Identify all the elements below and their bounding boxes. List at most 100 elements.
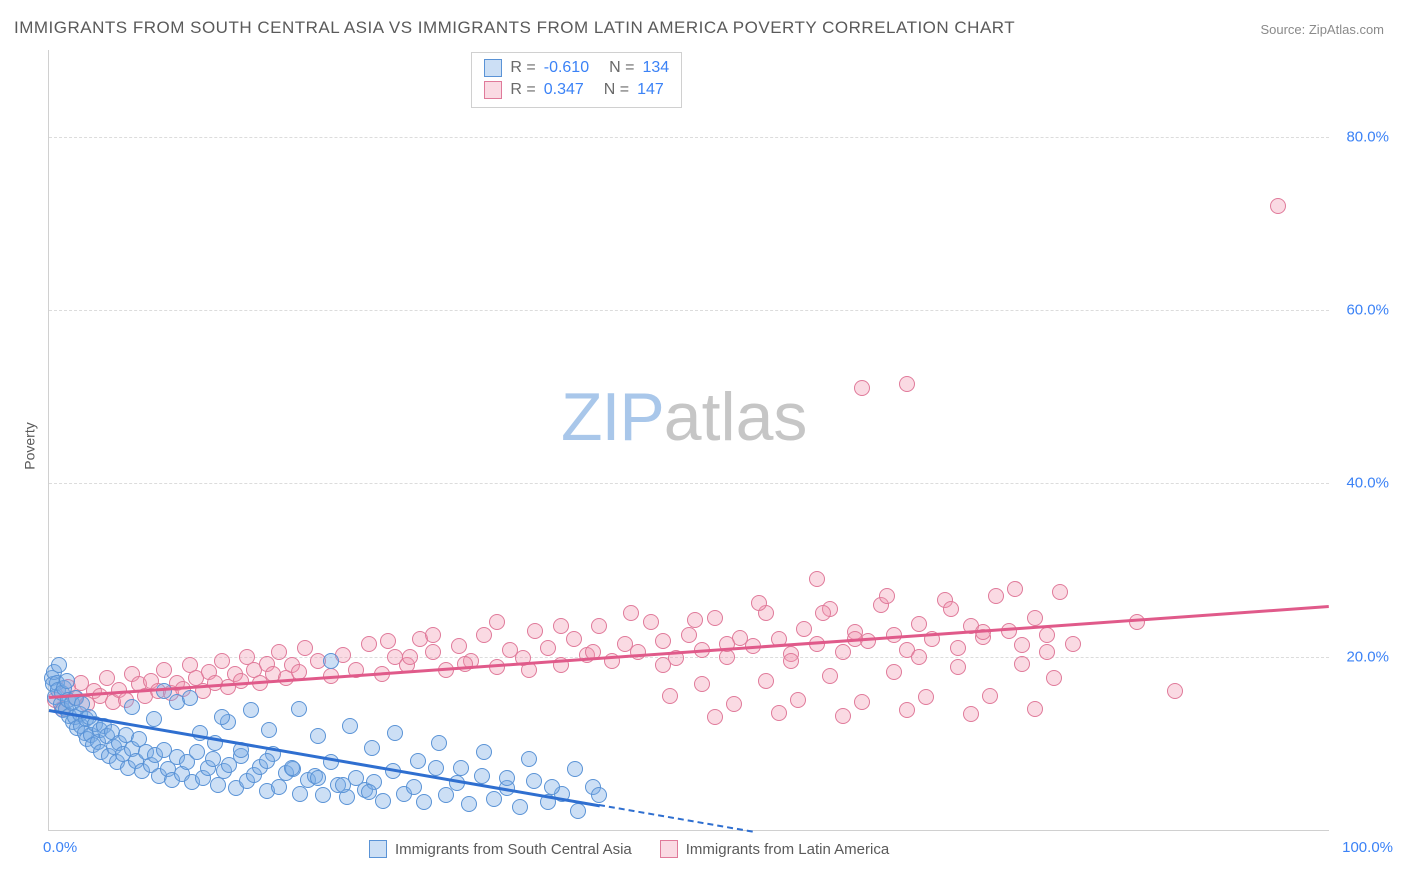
data-point-b — [630, 644, 646, 660]
data-point-b — [854, 380, 870, 396]
data-point-b — [783, 653, 799, 669]
data-point-a — [567, 761, 583, 777]
data-point-b — [911, 649, 927, 665]
data-point-a — [431, 735, 447, 751]
data-point-a — [499, 770, 515, 786]
data-point-a — [146, 711, 162, 727]
data-point-a — [410, 753, 426, 769]
data-point-b — [950, 640, 966, 656]
data-point-a — [428, 760, 444, 776]
data-point-a — [512, 799, 528, 815]
data-point-b — [694, 676, 710, 692]
data-point-a — [210, 777, 226, 793]
data-point-b — [214, 653, 230, 669]
data-point-b — [1027, 610, 1043, 626]
data-point-a — [259, 753, 275, 769]
data-point-a — [59, 673, 75, 689]
source-label: Source: ZipAtlas.com — [1260, 22, 1384, 37]
data-point-b — [950, 659, 966, 675]
data-point-b — [707, 709, 723, 725]
legend-swatch — [484, 59, 502, 77]
data-point-a — [51, 657, 67, 673]
stat-label: R = — [510, 57, 535, 79]
data-point-b — [771, 705, 787, 721]
data-point-a — [310, 728, 326, 744]
data-point-b — [835, 708, 851, 724]
data-point-b — [489, 614, 505, 630]
stat-label: R = — [510, 79, 535, 101]
data-point-a — [182, 690, 198, 706]
gridline — [49, 310, 1329, 311]
data-point-b — [854, 694, 870, 710]
legend-label: Immigrants from South Central Asia — [395, 841, 632, 858]
watermark: ZIPatlas — [561, 378, 807, 456]
data-point-a — [364, 740, 380, 756]
data-point-a — [271, 779, 287, 795]
data-point-b — [687, 612, 703, 628]
data-point-a — [474, 768, 490, 784]
y-tick-label: 80.0% — [1346, 128, 1389, 145]
data-point-a — [310, 770, 326, 786]
data-point-b — [1027, 701, 1043, 717]
data-point-b — [643, 614, 659, 630]
data-point-b — [402, 649, 418, 665]
data-point-a — [521, 751, 537, 767]
data-point-a — [406, 779, 422, 795]
data-point-b — [1039, 627, 1055, 643]
data-point-a — [323, 653, 339, 669]
stat-label: N = — [609, 57, 634, 79]
data-point-a — [156, 683, 172, 699]
data-point-b — [943, 601, 959, 617]
data-point-b — [451, 638, 467, 654]
data-point-a — [570, 803, 586, 819]
stats-row: R =-0.610N =134 — [484, 57, 669, 79]
data-point-b — [156, 662, 172, 678]
data-point-b — [655, 633, 671, 649]
data-point-a — [453, 760, 469, 776]
data-point-a — [387, 725, 403, 741]
data-point-b — [425, 644, 441, 660]
data-point-b — [822, 668, 838, 684]
legend-label: Immigrants from Latin America — [686, 841, 889, 858]
data-point-b — [1129, 614, 1145, 630]
stat-r-value: 0.347 — [544, 79, 584, 101]
legend-swatch — [484, 81, 502, 99]
legend: Immigrants from South Central Asia Immigr… — [369, 840, 889, 858]
data-point-b — [1167, 683, 1183, 699]
data-point-a — [416, 794, 432, 810]
data-point-a — [461, 796, 477, 812]
data-point-b — [879, 588, 895, 604]
data-point-a — [261, 722, 277, 738]
chart-title: IMMIGRANTS FROM SOUTH CENTRAL ASIA VS IM… — [14, 18, 1015, 38]
data-point-b — [796, 621, 812, 637]
data-point-b — [835, 644, 851, 660]
data-point-b — [361, 636, 377, 652]
data-point-a — [335, 777, 351, 793]
data-point-b — [271, 644, 287, 660]
data-point-b — [911, 616, 927, 632]
data-point-b — [476, 627, 492, 643]
stat-label: N = — [604, 79, 629, 101]
data-point-b — [297, 640, 313, 656]
data-point-a — [438, 787, 454, 803]
data-point-a — [361, 784, 377, 800]
legend-swatch — [660, 840, 678, 858]
data-point-b — [1039, 644, 1055, 660]
data-point-b — [1001, 623, 1017, 639]
data-point-a — [284, 760, 300, 776]
stat-n-value: 147 — [637, 79, 664, 101]
data-point-b — [982, 688, 998, 704]
data-point-b — [809, 571, 825, 587]
data-point-a — [476, 744, 492, 760]
data-point-b — [790, 692, 806, 708]
legend-item: Immigrants from South Central Asia — [369, 840, 632, 858]
stats-box: R =-0.610N =134R =0.347N =147 — [471, 52, 682, 108]
y-tick-label: 40.0% — [1346, 475, 1389, 492]
data-point-a — [243, 702, 259, 718]
data-point-b — [918, 689, 934, 705]
data-point-b — [751, 595, 767, 611]
data-point-b — [899, 376, 915, 392]
data-point-b — [1014, 637, 1030, 653]
stat-r-value: -0.610 — [544, 57, 589, 79]
data-point-b — [758, 673, 774, 689]
